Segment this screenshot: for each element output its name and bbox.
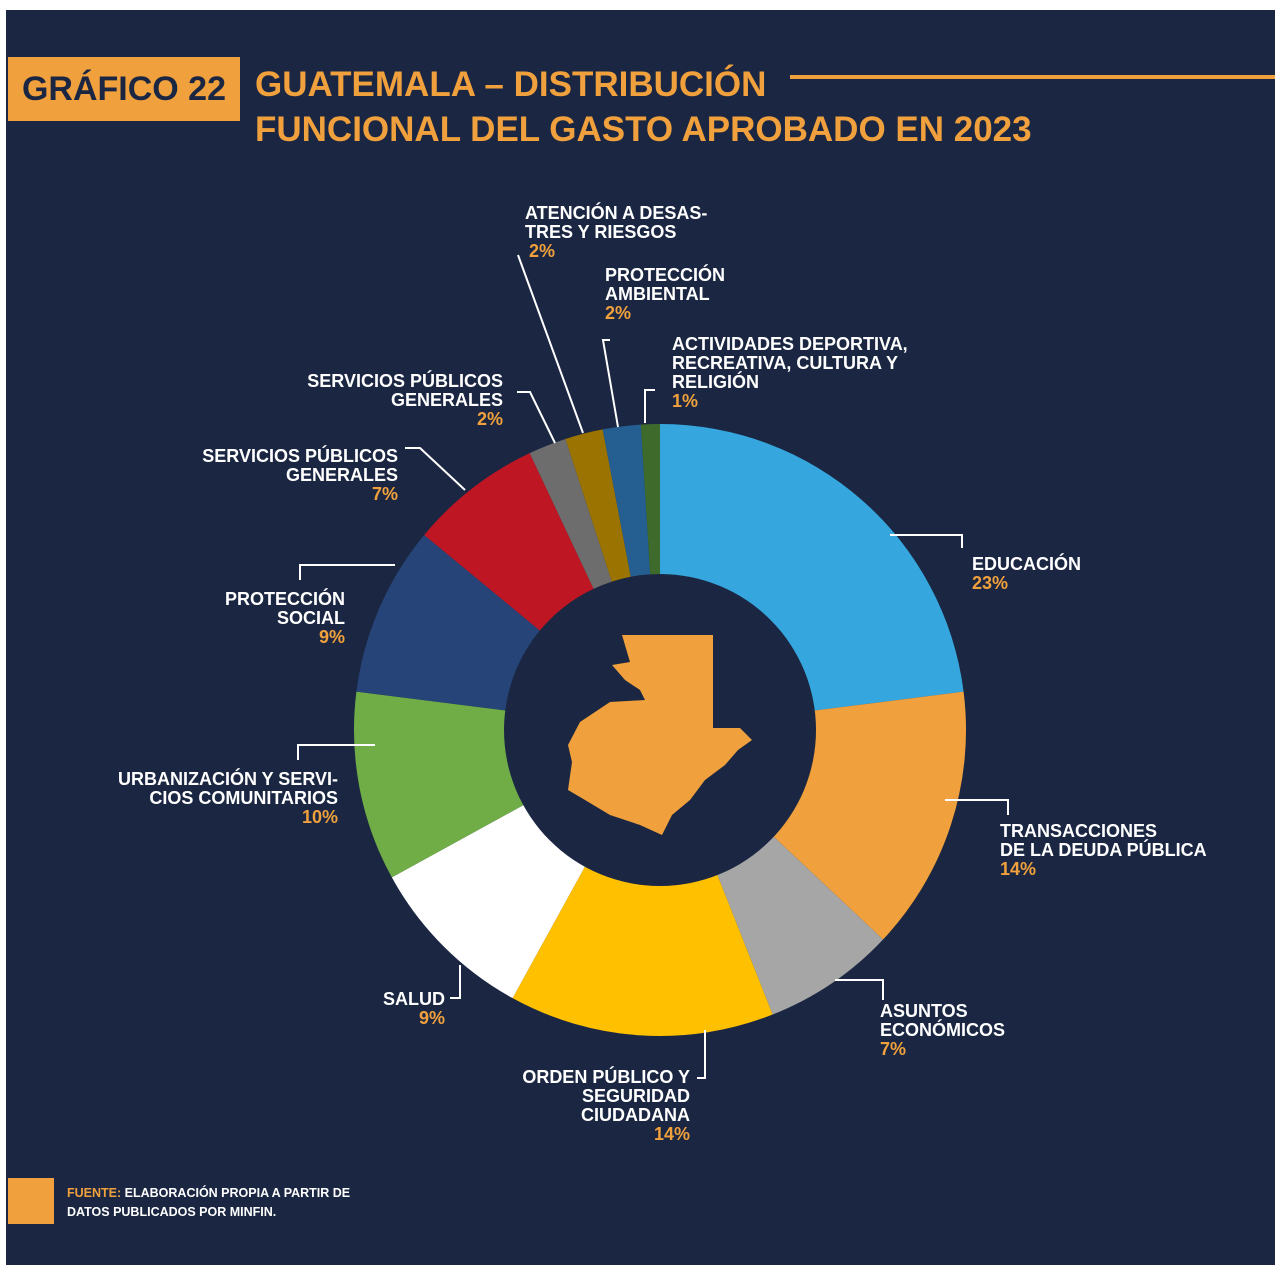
leader-line <box>517 254 584 434</box>
slice <box>512 861 773 1036</box>
category-label: SERVICIOS PÚBLICOS GENERALES <box>202 446 398 485</box>
value-label: 10% <box>301 807 338 827</box>
source-box <box>8 1178 54 1224</box>
leader-line <box>835 979 884 1000</box>
leader-line <box>297 744 375 760</box>
value-label: 9% <box>418 1008 445 1028</box>
value-label: 14% <box>1000 859 1037 879</box>
leader-line <box>697 1030 706 1079</box>
leader-line <box>644 389 655 423</box>
slice <box>424 453 597 635</box>
slice-label: PROTECCIÓN AMBIENTAL 2% <box>605 266 725 323</box>
value-label: 14% <box>653 1124 690 1144</box>
source-label: FUENTE: <box>67 1186 122 1200</box>
slice-label: ACTIVIDADES DEPORTIVA, RECREATIVA, CULTU… <box>672 335 908 411</box>
slice-label: SERVICIOS PÚBLICOS GENERALES 7% <box>202 447 398 504</box>
category-label: SERVICIOS PÚBLICOS GENERALES <box>307 371 503 410</box>
value-label: 23% <box>972 573 1009 593</box>
category-label: EDUCACIÓN <box>972 554 1082 574</box>
slice <box>660 424 964 712</box>
source-text: ELABORACIÓN PROPIA A PARTIR DE DATOS PUB… <box>67 1186 351 1219</box>
value-label: 7% <box>371 484 398 504</box>
slice-label: ORDEN PÚBLICO Y SEGURIDAD CIUDADANA 14% <box>522 1068 690 1144</box>
slice-label: TRANSACCIONES DE LA DEUDA PÚBLICA 14% <box>1000 822 1207 879</box>
slice-label: SERVICIOS PÚBLICOS GENERALES 2% <box>307 372 503 429</box>
slice-label: SALUD 9% <box>383 990 445 1028</box>
leader-line <box>450 965 461 999</box>
value-label: 7% <box>880 1039 907 1059</box>
slice <box>640 424 660 581</box>
slice-label: ASUNTOS ECONÓMICOS 7% <box>880 1002 1005 1059</box>
leader-line <box>405 447 466 491</box>
slice <box>356 534 545 712</box>
category-label: ORDEN PÚBLICO Y SEGURIDAD CIUDADANA <box>522 1067 690 1125</box>
slice-label: PROTECCIÓN SOCIAL 9% <box>225 590 345 647</box>
value-label: 2% <box>476 409 503 429</box>
slice-label: EDUCACIÓN 23% <box>972 555 1081 593</box>
badge: GRÁFICO 22 <box>21 70 227 108</box>
category-label: TRANSACCIONES DE LA DEUDA PÚBLICA <box>1000 821 1207 860</box>
slice <box>529 438 614 595</box>
source: FUENTE: ELABORACIÓN PROPIA A PARTIR DE D… <box>67 1184 350 1222</box>
value-label: 2% <box>605 303 632 323</box>
category-label: URBANIZACIÓN Y SERVI- CIOS COMUNITARIOS <box>117 769 338 808</box>
slice-label: ATENCIÓN A DESAS- TRES Y RIESGOS 2% <box>525 204 707 261</box>
leader-line <box>299 564 395 580</box>
slice <box>565 429 632 588</box>
slice-label: URBANIZACIÓN Y SERVI- CIOS COMUNITARIOS 1… <box>118 770 338 827</box>
value-label: 1% <box>672 391 699 411</box>
badge-box <box>8 57 240 121</box>
value-label: 2% <box>529 241 556 261</box>
category-label: ATENCIÓN A DESAS- TRES Y RIESGOS <box>525 203 708 242</box>
chart-title: GUATEMALA – DISTRIBUCIÓN FUNCIONAL DEL G… <box>255 65 1032 149</box>
slice <box>602 424 651 583</box>
leader-line <box>517 391 556 444</box>
slice <box>354 691 529 878</box>
leader-lines <box>297 254 1009 1079</box>
value-label: 9% <box>318 627 345 647</box>
leader-line <box>890 534 963 548</box>
map-guatemala <box>568 635 752 835</box>
leader-line <box>601 339 619 428</box>
donut <box>354 424 967 1036</box>
category-label: ASUNTOS ECONÓMICOS <box>880 1001 1006 1040</box>
slice <box>715 832 884 1015</box>
slice <box>769 691 967 940</box>
category-label: PROTECCIÓN AMBIENTAL <box>605 265 726 304</box>
category-label: SALUD <box>383 989 445 1009</box>
slice <box>391 802 588 999</box>
leader-line <box>945 799 1009 815</box>
category-label: PROTECCIÓN SOCIAL <box>224 589 345 628</box>
category-label: ACTIVIDADES DEPORTIVA, RECREATIVA, CULTU… <box>672 334 908 392</box>
